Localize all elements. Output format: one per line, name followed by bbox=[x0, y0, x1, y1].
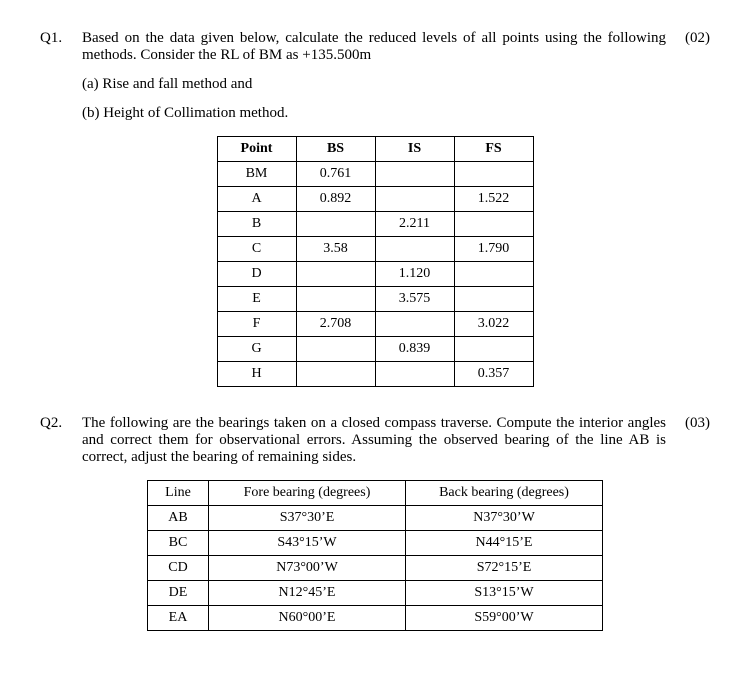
cell: 0.761 bbox=[296, 162, 375, 187]
cell bbox=[296, 362, 375, 387]
cell: 0.892 bbox=[296, 187, 375, 212]
q1-sub-a: (a) Rise and fall method and bbox=[82, 76, 710, 93]
table-row: CDN73°00’WS72°15’E bbox=[148, 556, 603, 581]
cell bbox=[296, 262, 375, 287]
table-header-row: Point BS IS FS bbox=[217, 137, 533, 162]
cell: AB bbox=[148, 506, 209, 531]
q2-header-row: Q2. The following are the bearings taken… bbox=[40, 415, 710, 466]
col-is: IS bbox=[375, 137, 454, 162]
cell: 2.708 bbox=[296, 312, 375, 337]
table-row: BM0.761 bbox=[217, 162, 533, 187]
table-row: BCS43°15’WN44°15’E bbox=[148, 531, 603, 556]
cell: D bbox=[217, 262, 296, 287]
col-fore-bearing: Fore bearing (degrees) bbox=[209, 481, 406, 506]
q2-table: Line Fore bearing (degrees) Back bearing… bbox=[147, 480, 603, 631]
q2-number: Q2. bbox=[40, 415, 82, 432]
cell: S37°30’E bbox=[209, 506, 406, 531]
cell: 3.58 bbox=[296, 237, 375, 262]
cell bbox=[454, 337, 533, 362]
table-row: C3.58 1.790 bbox=[217, 237, 533, 262]
cell bbox=[375, 187, 454, 212]
cell: 3.575 bbox=[375, 287, 454, 312]
cell: F bbox=[217, 312, 296, 337]
cell bbox=[296, 212, 375, 237]
table-row: G 0.839 bbox=[217, 337, 533, 362]
q2-text: The following are the bearings taken on … bbox=[82, 415, 666, 466]
table-row: A0.892 1.522 bbox=[217, 187, 533, 212]
cell: 1.790 bbox=[454, 237, 533, 262]
cell: E bbox=[217, 287, 296, 312]
q1-sub-b: (b) Height of Collimation method. bbox=[82, 105, 710, 122]
cell: N37°30’W bbox=[406, 506, 603, 531]
cell: 0.839 bbox=[375, 337, 454, 362]
table-row: ABS37°30’EN37°30’W bbox=[148, 506, 603, 531]
cell: N12°45’E bbox=[209, 581, 406, 606]
col-point: Point bbox=[217, 137, 296, 162]
cell: S59°00’W bbox=[406, 606, 603, 631]
cell: 0.357 bbox=[454, 362, 533, 387]
cell: H bbox=[217, 362, 296, 387]
table-header-row: Line Fore bearing (degrees) Back bearing… bbox=[148, 481, 603, 506]
table-row: F2.708 3.022 bbox=[217, 312, 533, 337]
cell: N44°15’E bbox=[406, 531, 603, 556]
col-line: Line bbox=[148, 481, 209, 506]
cell bbox=[296, 337, 375, 362]
cell bbox=[375, 312, 454, 337]
cell: N60°00’E bbox=[209, 606, 406, 631]
col-fs: FS bbox=[454, 137, 533, 162]
cell: 1.522 bbox=[454, 187, 533, 212]
cell: 1.120 bbox=[375, 262, 454, 287]
cell bbox=[375, 237, 454, 262]
table-row: EAN60°00’ES59°00’W bbox=[148, 606, 603, 631]
cell: C bbox=[217, 237, 296, 262]
cell bbox=[454, 212, 533, 237]
cell bbox=[296, 287, 375, 312]
q1-text: Based on the data given below, calculate… bbox=[82, 30, 666, 64]
q2-marks: (03) bbox=[666, 415, 710, 432]
table-row: H 0.357 bbox=[217, 362, 533, 387]
question-2: Q2. The following are the bearings taken… bbox=[40, 415, 710, 631]
q1-number: Q1. bbox=[40, 30, 82, 47]
cell bbox=[375, 162, 454, 187]
cell bbox=[454, 262, 533, 287]
cell: N73°00’W bbox=[209, 556, 406, 581]
table-row: D 1.120 bbox=[217, 262, 533, 287]
cell: CD bbox=[148, 556, 209, 581]
q1-table: Point BS IS FS BM0.761 A0.892 1.522 B 2.21… bbox=[217, 136, 534, 387]
question-1: Q1. Based on the data given below, calcu… bbox=[40, 30, 710, 387]
table-row: B 2.211 bbox=[217, 212, 533, 237]
col-bs: BS bbox=[296, 137, 375, 162]
q1-header-row: Q1. Based on the data given below, calcu… bbox=[40, 30, 710, 64]
cell: S43°15’W bbox=[209, 531, 406, 556]
table-row: DEN12°45’ES13°15’W bbox=[148, 581, 603, 606]
cell: B bbox=[217, 212, 296, 237]
cell: 3.022 bbox=[454, 312, 533, 337]
col-back-bearing: Back bearing (degrees) bbox=[406, 481, 603, 506]
cell: 2.211 bbox=[375, 212, 454, 237]
cell: S13°15’W bbox=[406, 581, 603, 606]
cell: DE bbox=[148, 581, 209, 606]
cell: A bbox=[217, 187, 296, 212]
table-row: E 3.575 bbox=[217, 287, 533, 312]
cell: S72°15’E bbox=[406, 556, 603, 581]
cell: BM bbox=[217, 162, 296, 187]
q1-marks: (02) bbox=[666, 30, 710, 47]
cell: EA bbox=[148, 606, 209, 631]
cell: G bbox=[217, 337, 296, 362]
cell bbox=[454, 162, 533, 187]
cell bbox=[454, 287, 533, 312]
cell bbox=[375, 362, 454, 387]
cell: BC bbox=[148, 531, 209, 556]
